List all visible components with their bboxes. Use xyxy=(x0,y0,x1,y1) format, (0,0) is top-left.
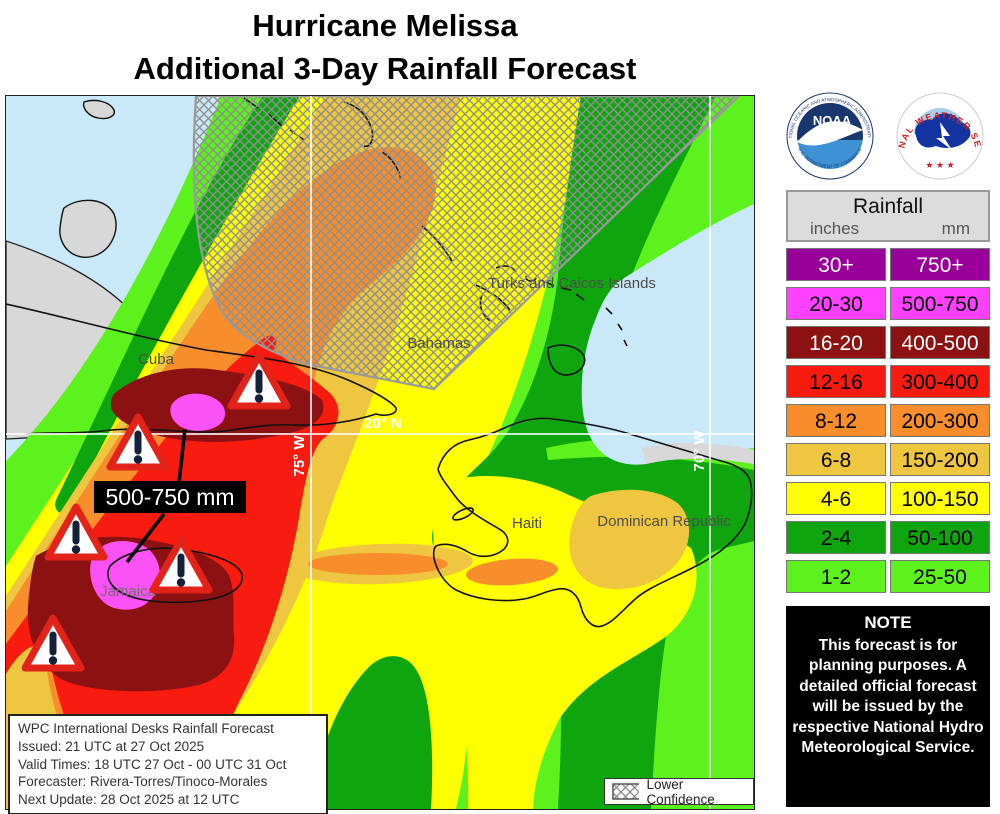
place-labels: Cuba Bahamas Turks and Caicos Islands Ha… xyxy=(100,275,731,600)
label-turks-caicos: Turks and Caicos Islands xyxy=(488,275,656,292)
lower-confidence-legend: Lower Confidence xyxy=(604,776,754,807)
legend-cell-inches: 8-12 xyxy=(786,404,886,437)
label-jamaica: Jamaica xyxy=(100,583,157,600)
rainfall-map-canvas: 20° N 75° W 70° W Cuba Bahamas Turks and… xyxy=(6,96,754,809)
rainfall-legend-header: Rainfall inches mm xyxy=(786,190,990,242)
title-line1: Hurricane Melissa xyxy=(252,8,518,43)
grid-label-75w: 75° W xyxy=(291,435,308,477)
info-line-forecaster: Forecaster: Rivera-Torres/Tinoco-Morales xyxy=(18,774,268,790)
note-box: NOTE This forecast is for planning purpo… xyxy=(786,606,990,807)
legend-cell-inches: 30+ xyxy=(786,248,886,281)
legend-cell-inches: 1-2 xyxy=(786,560,886,593)
info-line-product: WPC International Desks Rainfall Forecas… xyxy=(18,721,274,736)
note-body: This forecast is for planning purposes. … xyxy=(792,637,984,757)
noaa-logo: NOAA NATIONAL OCEANIC AND ATMOSPHERIC AD… xyxy=(786,92,874,180)
noaa-wordmark: NOAA xyxy=(813,113,852,128)
legend-cell-mm: 100-150 xyxy=(890,482,990,515)
legend-cell-inches: 4-6 xyxy=(786,482,886,515)
legend-column-inches: inches xyxy=(810,219,860,238)
legend-cell-inches: 12-16 xyxy=(786,365,886,398)
legend-cell-mm: 50-100 xyxy=(890,521,990,554)
legend-cell-mm: 750+ xyxy=(890,248,990,281)
label-bahamas: Bahamas xyxy=(407,335,470,352)
forecast-info-box: WPC International Desks Rainfall Forecas… xyxy=(8,714,328,814)
page-title: Hurricane Melissa Additional 3-Day Rainf… xyxy=(0,0,770,90)
lower-confidence-label: Lower Confidence xyxy=(646,776,715,807)
nws-logo: NATIONAL WEATHER SERVICE ★ ★ ★ xyxy=(896,92,984,180)
bahamas-islands xyxy=(59,99,117,258)
info-line-next-update: Next Update: 28 Oct 2025 at 12 UTC xyxy=(18,792,240,808)
legend-cell-inches: 6-8 xyxy=(786,443,886,476)
legend-cell-mm: 300-400 xyxy=(890,365,990,398)
legend-cell-inches: 20-30 xyxy=(786,287,886,320)
legend-title: Rainfall xyxy=(852,195,924,218)
rainfall-legend-table: 30+ 750+ 20-30 500-750 16-20 400-500 12-16 300-… xyxy=(786,248,990,593)
legend-cell-inches: 2-4 xyxy=(786,521,886,554)
grid-label-70w: 70° W xyxy=(691,430,708,472)
title-line2: Additional 3-Day Rainfall Forecast xyxy=(133,50,637,86)
legend-cell-mm: 400-500 xyxy=(890,326,990,359)
lower-confidence-hatch-region xyxy=(192,96,741,391)
legend-cell-mm: 150-200 xyxy=(890,443,990,476)
note-heading: NOTE xyxy=(864,613,912,632)
legend-column-mm: mm xyxy=(941,219,970,238)
hatch-swatch-icon xyxy=(612,783,640,800)
rainfall-legend: Rainfall inches mm 30+ 750+ 20-30 500-750 16… xyxy=(786,190,990,593)
legend-cell-mm: 25-50 xyxy=(890,560,990,593)
grid-label-20n: 20° N xyxy=(364,415,402,432)
nws-stars: ★ ★ ★ xyxy=(925,160,954,170)
legend-cell-mm: 200-300 xyxy=(890,404,990,437)
label-haiti: Haiti xyxy=(512,515,542,532)
legend-cell-inches: 16-20 xyxy=(786,326,886,359)
label-cuba: Cuba xyxy=(138,351,175,368)
rainfall-annotation: 500-750 mm xyxy=(94,481,246,513)
info-line-issued: Issued: 21 UTC at 27 Oct 2025 xyxy=(18,738,205,754)
annotation-leader-lines xyxy=(125,428,187,564)
legend-cell-mm: 500-750 xyxy=(890,287,990,320)
forecast-map: 20° N 75° W 70° W Cuba Bahamas Turks and… xyxy=(5,95,755,814)
label-dominican-republic: Dominican Republic xyxy=(597,513,731,530)
info-line-valid: Valid Times: 18 UTC 27 Oct - 00 UTC 31 O… xyxy=(18,756,287,772)
